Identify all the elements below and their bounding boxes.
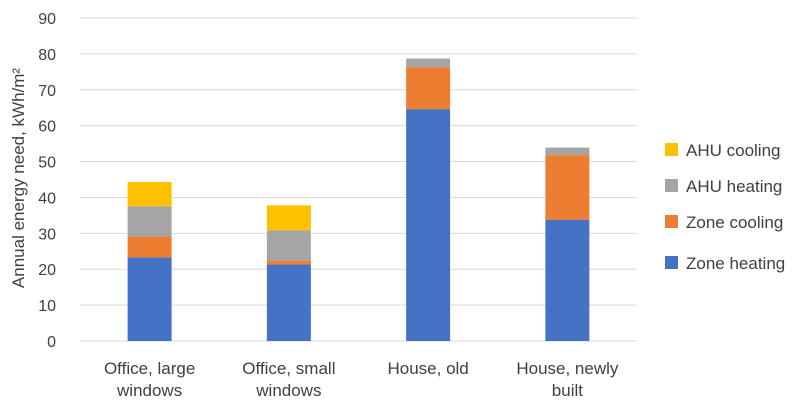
x-category-label: House, old [387, 359, 468, 378]
bar-segment [128, 182, 172, 206]
bar-segment [545, 155, 589, 220]
bar-segment [128, 206, 172, 236]
y-tick-label: 60 [38, 119, 56, 136]
bar-segment [267, 265, 311, 341]
bar-segment [267, 261, 311, 265]
legend-swatch [665, 256, 678, 269]
x-category-label: House, newly built [516, 359, 619, 400]
y-tick-label: 90 [38, 11, 56, 28]
y-tick-label: 40 [38, 190, 56, 207]
bar-segment [267, 205, 311, 230]
y-tick-label: 20 [38, 262, 56, 279]
y-axis-label: Annual energy need, kWh/m² [9, 68, 28, 289]
legend-swatch [665, 143, 678, 156]
bar-segment [406, 67, 450, 109]
legend-label: AHU heating [686, 177, 782, 196]
x-axis-categories: Office, large windows Office, small windows… [104, 359, 619, 400]
y-tick-label: 0 [47, 334, 56, 351]
legend-label: AHU cooling [686, 141, 781, 160]
bar-segment [406, 109, 450, 341]
legend-swatch [665, 179, 678, 192]
bar-segment [545, 148, 589, 156]
legend-swatch [665, 215, 678, 228]
legend-label: Zone heating [686, 254, 785, 273]
y-tick-label: 30 [38, 226, 56, 243]
legend: AHU cooling AHU heating Zone cooling Zone h… [665, 141, 785, 273]
y-tick-label: 80 [38, 47, 56, 64]
bar-segment [128, 237, 172, 258]
x-category-label: Office, large windows [104, 359, 195, 400]
x-category-label: Office, small windows [242, 359, 335, 400]
y-axis-ticks: 0 10 20 30 40 50 60 70 80 90 [38, 11, 56, 351]
bar-segment [128, 257, 172, 341]
y-tick-label: 10 [38, 298, 56, 315]
legend-label: Zone cooling [686, 213, 783, 232]
y-tick-label: 50 [38, 155, 56, 172]
bar-segment [406, 59, 450, 68]
y-tick-label: 70 [38, 83, 56, 100]
bar-segment [267, 230, 311, 261]
bars [128, 59, 590, 341]
bar-segment [545, 220, 589, 341]
